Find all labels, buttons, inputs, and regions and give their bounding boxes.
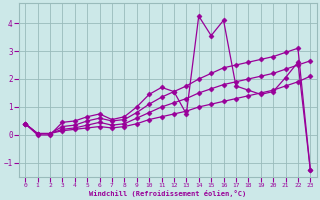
X-axis label: Windchill (Refroidissement éolien,°C): Windchill (Refroidissement éolien,°C) [89,190,246,197]
